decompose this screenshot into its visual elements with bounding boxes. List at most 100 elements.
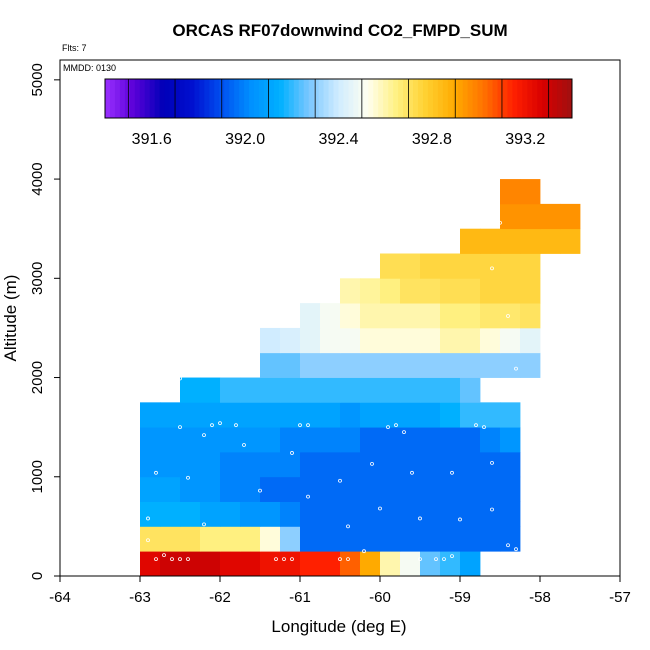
heatmap-cell [380, 476, 401, 502]
colorbar-tick-labels: 391.6 392.0 392.4 392.8 393.2 [132, 131, 546, 148]
flight-point [346, 524, 350, 529]
y-tick-label: 0 [29, 572, 46, 580]
colorbar-segment [308, 79, 315, 118]
heatmap-cell [480, 253, 501, 279]
colorbar-segment [224, 79, 230, 118]
heatmap-cell [360, 427, 381, 453]
colorbar-segment [343, 79, 349, 118]
colorbar-segment [358, 79, 364, 118]
heatmap-cell [220, 451, 241, 478]
heatmap-cell [340, 551, 361, 577]
heatmap-cell [480, 501, 501, 527]
heatmap-cell [500, 203, 521, 230]
heatmap-cell [320, 402, 341, 428]
colorbar-segment [413, 79, 419, 118]
colorbar-segment [293, 79, 300, 118]
heatmap-cell [460, 278, 481, 304]
heatmap-cell [140, 551, 161, 577]
heatmap-cell [480, 352, 501, 378]
colorbar-segment [268, 79, 275, 118]
heatmap-cell [260, 476, 281, 502]
heatmap-cell [400, 303, 421, 329]
flight-point [418, 516, 422, 521]
flight-point [538, 497, 542, 502]
heatmap-cell [360, 352, 381, 378]
y-axis-label: Altitude (m) [1, 275, 20, 362]
heatmap-cell [420, 476, 441, 502]
heatmap-cell [180, 377, 201, 403]
colorbar-segment [482, 79, 489, 118]
flight-point [442, 557, 446, 562]
heatmap-cell [340, 501, 361, 527]
heatmap-cell [520, 203, 541, 230]
heatmap-cell [280, 551, 301, 577]
heatmap-cell [480, 278, 501, 304]
colorbar-segment [214, 79, 220, 118]
colorbar-segment [194, 79, 200, 118]
colorbar-segment [427, 79, 434, 118]
heatmap-cell [260, 451, 281, 478]
x-tick-label: -58 [529, 589, 551, 606]
heatmap-cell [140, 451, 161, 478]
heatmap-cell [380, 526, 401, 552]
heatmap-cell [280, 377, 301, 403]
heatmap-cell [380, 278, 401, 304]
flights-label: Flts: 7 [62, 43, 87, 53]
flight-point [434, 557, 438, 562]
heatmap-cell [460, 303, 481, 329]
heatmap-cell [200, 427, 221, 453]
heatmap-cell [360, 402, 381, 428]
flight-point [234, 423, 238, 428]
flight-point [202, 522, 206, 527]
heatmap-cell [340, 352, 361, 378]
flight-point [514, 366, 518, 371]
heatmap-cell [320, 501, 341, 527]
colorbar-segment [477, 79, 484, 118]
heatmap-cell [460, 402, 481, 428]
heatmap-cell [340, 451, 361, 478]
heatmap-cell [500, 476, 521, 502]
heatmap-cell [500, 501, 521, 527]
heatmap-cell [280, 402, 301, 428]
colorbar-segment [368, 79, 374, 118]
colorbar-segment [149, 79, 156, 118]
heatmap-cell [200, 526, 221, 552]
colorbar-segment [527, 79, 533, 118]
flight-point [178, 376, 182, 381]
heatmap-cell [500, 451, 521, 478]
colorbar-tick-label: 391.6 [132, 131, 172, 148]
heatmap-cell [440, 402, 461, 428]
colorbar-segment [383, 79, 389, 118]
heatmap-cell [420, 451, 441, 478]
colorbar-segment [378, 79, 384, 118]
flight-point [170, 557, 174, 562]
heatmap-cell [400, 327, 421, 354]
heatmap-cell [460, 551, 481, 577]
colorbar-segment [174, 79, 181, 118]
heatmap-cell [460, 526, 481, 552]
heatmap-cell [400, 402, 421, 428]
x-tick-label: -59 [449, 589, 471, 606]
heatmap-cell [320, 451, 341, 478]
heatmap-cell [480, 427, 501, 453]
heatmap-cell [360, 327, 381, 354]
heatmap-cell [500, 327, 521, 354]
heatmap-cell [460, 501, 481, 527]
heatmap-cell [300, 501, 321, 527]
heatmap-cell [500, 402, 521, 428]
heatmap-cell [140, 402, 161, 428]
heatmap-cell [300, 427, 321, 453]
flight-point [154, 557, 158, 562]
colorbar-segment [467, 79, 474, 118]
colorbar-segment [462, 79, 469, 118]
heatmap-cell [160, 451, 181, 478]
heatmap-cell [440, 501, 461, 527]
heatmap-cell [220, 427, 241, 453]
colorbar-segment [144, 79, 151, 118]
heatmap-cell [280, 526, 301, 552]
heatmap-cell [480, 451, 501, 478]
heatmap-cell [500, 253, 521, 279]
heatmap-cell [280, 476, 301, 502]
heatmap-cell [440, 451, 461, 478]
heatmap-cell [140, 476, 161, 502]
